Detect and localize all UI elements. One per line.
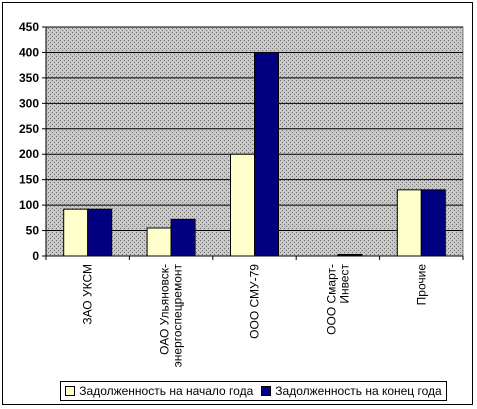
- y-tick-label: 250: [19, 122, 39, 136]
- legend-swatch: [261, 386, 272, 396]
- bar-s0-c2: [230, 153, 255, 257]
- category-label: ОАО Ульяновск-: [158, 264, 172, 355]
- legend: Задолженность на начало года Задолженност…: [60, 381, 447, 401]
- y-tick-label: 50: [26, 224, 40, 238]
- legend-item: Задолженность на конец года: [261, 384, 442, 398]
- y-tick-label: 300: [19, 96, 39, 110]
- category-label: Инвест: [337, 264, 351, 304]
- y-tick-label: 350: [19, 71, 39, 85]
- legend-item: Задолженность на начало года: [65, 384, 253, 398]
- y-tick-label: 200: [19, 147, 39, 161]
- y-tick-label: 400: [19, 45, 39, 59]
- bar-s0-c0: [63, 208, 89, 257]
- y-tick-label: 150: [19, 173, 39, 187]
- y-tick-label: 450: [19, 20, 39, 34]
- y-tick-label: 100: [19, 198, 39, 212]
- bar-s1-c3: [337, 253, 363, 257]
- y-tick-label: 0: [32, 249, 39, 263]
- legend-label: Задолженность на начало года: [79, 384, 254, 398]
- category-label: энергоспецремонт: [171, 264, 185, 368]
- legend-label: Задолженность на конец года: [275, 384, 442, 398]
- legend-swatch: [65, 386, 76, 396]
- bar-s1-c1: [170, 218, 196, 257]
- bar-s1-c2: [254, 51, 279, 257]
- bar-s1-c0: [87, 208, 113, 257]
- bar-s0-c1: [146, 227, 172, 257]
- category-label: ООО Смарт-: [324, 264, 338, 335]
- category-label: ЗАО УКСМ: [81, 264, 95, 325]
- category-label: ООО СМУ-79: [248, 264, 262, 339]
- bar-s1-c4: [420, 189, 446, 257]
- bar-s0-c4: [396, 189, 422, 257]
- category-label: Прочие: [414, 264, 428, 306]
